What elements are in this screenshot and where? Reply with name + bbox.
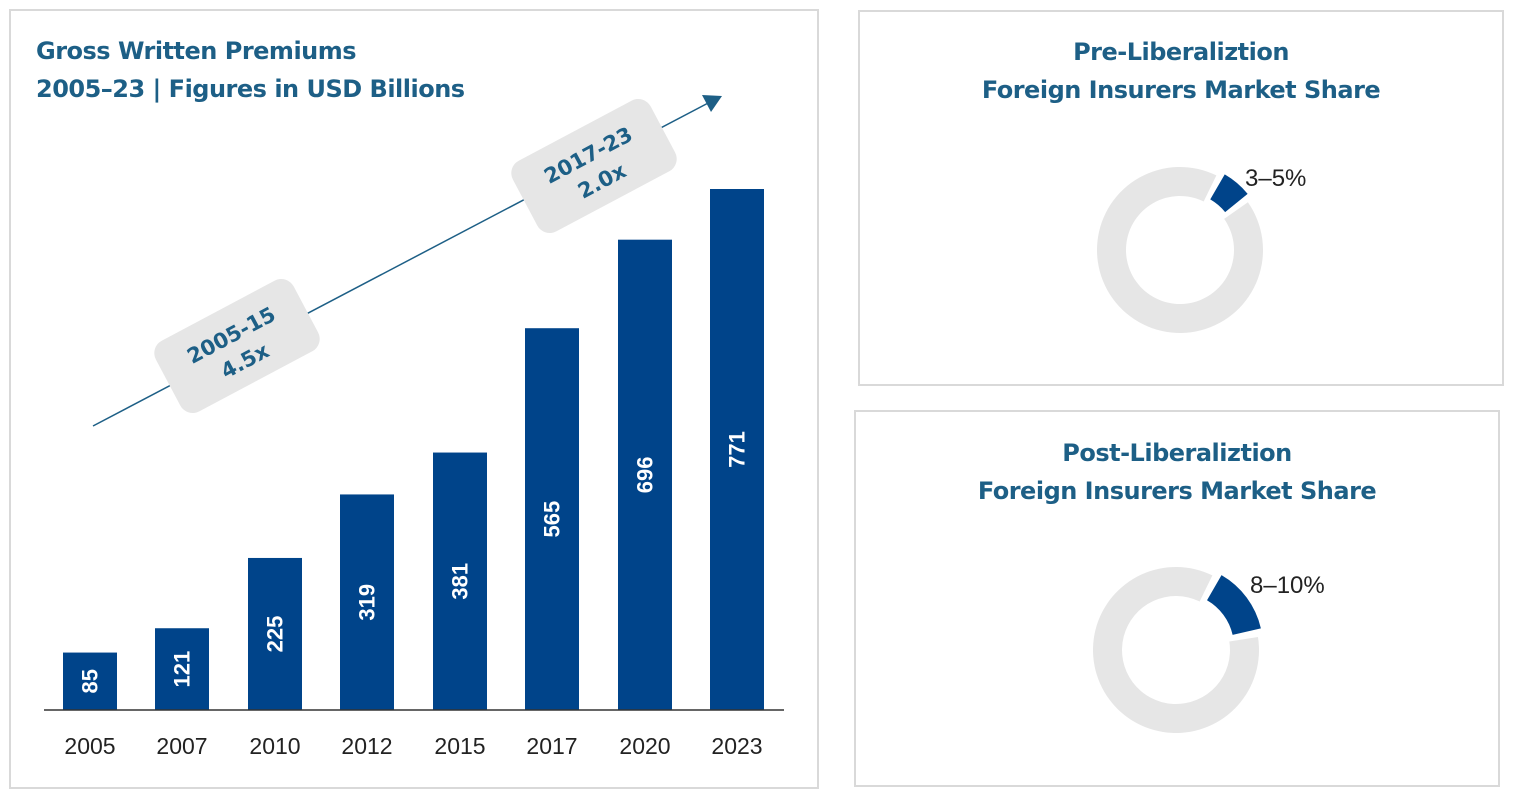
growth-annotation: 2005-154.5x <box>154 278 320 414</box>
pre-title-line1: Pre-Liberaliztion <box>1073 38 1289 66</box>
arrow-head-icon <box>702 95 722 112</box>
bar-value-label: 381 <box>448 563 473 600</box>
x-tick-label: 2015 <box>434 733 485 759</box>
bar-2007 <box>155 628 209 710</box>
bar-2017 <box>525 328 579 710</box>
pre-title-line2: Foreign Insurers Market Share <box>981 76 1381 104</box>
donut-share-slice <box>1207 575 1261 635</box>
pre-lib-panel <box>858 10 1504 386</box>
bar-2020 <box>618 239 672 710</box>
gwp-title: Gross Written Premiums 2005–23 | Figures… <box>36 32 465 108</box>
x-tick-label: 2010 <box>249 733 300 759</box>
x-tick-label: 2017 <box>526 733 577 759</box>
bar-2012 <box>340 494 394 710</box>
donut-share-label: 3–5% <box>1245 165 1306 192</box>
chart-subtitle: 2005–23 | Figures in USD Billions <box>36 75 465 103</box>
x-tick-label: 2007 <box>156 733 207 759</box>
bar-value-label: 565 <box>540 501 565 538</box>
x-tick-label: 2005 <box>64 733 115 759</box>
donut-rest-slice <box>1092 567 1260 733</box>
bar-2015 <box>433 452 487 710</box>
donut-rest-slice <box>1096 167 1263 334</box>
bar-value-label: 225 <box>263 616 288 653</box>
donut-share-label: 8–10% <box>1250 572 1325 599</box>
post-title-line1: Post-Liberaliztion <box>1062 439 1292 467</box>
pre-title: Pre-Liberaliztion Foreign Insurers Marke… <box>858 33 1504 109</box>
chart-title: Gross Written Premiums <box>36 37 357 65</box>
x-tick-label: 2020 <box>619 733 670 759</box>
x-tick-label: 2012 <box>341 733 392 759</box>
post-lib-panel <box>854 410 1500 787</box>
bar-value-label: 85 <box>78 669 103 693</box>
bar-value-label: 121 <box>170 651 195 688</box>
growth-annotation: 2017-232.0x <box>511 98 677 234</box>
post-title: Post-Liberaliztion Foreign Insurers Mark… <box>854 434 1500 510</box>
bar-value-label: 771 <box>725 431 750 468</box>
donut-share-slice <box>1210 174 1248 213</box>
bar-value-label: 319 <box>355 584 380 621</box>
bar-2010 <box>248 557 302 710</box>
bar-2005 <box>63 652 117 710</box>
bar-value-label: 696 <box>633 456 658 493</box>
bar-2023 <box>710 189 764 710</box>
gwp-panel <box>9 9 819 789</box>
x-tick-label: 2023 <box>711 733 762 759</box>
post-title-line2: Foreign Insurers Market Share <box>977 477 1377 505</box>
